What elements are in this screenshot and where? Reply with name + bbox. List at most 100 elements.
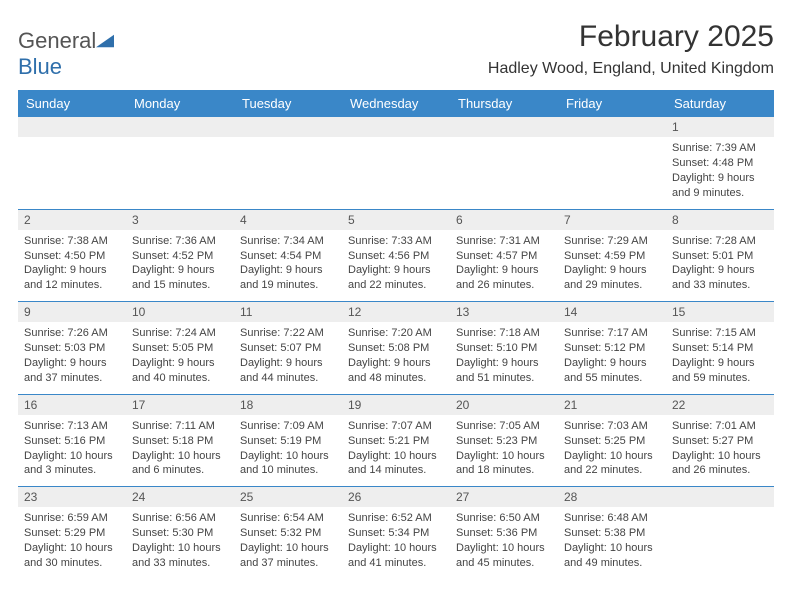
daylight-text: Daylight: 9 hours and 37 minutes. — [24, 356, 120, 386]
day-number: 27 — [450, 487, 558, 508]
sunrise-text: Sunrise: 7:11 AM — [132, 419, 228, 434]
day-number: 5 — [342, 209, 450, 230]
sunset-text: Sunset: 5:14 PM — [672, 341, 768, 356]
daylight-text: Daylight: 9 hours and 29 minutes. — [564, 263, 660, 293]
day-number: 26 — [342, 487, 450, 508]
day-number: 7 — [558, 209, 666, 230]
day-cell: Sunrise: 6:50 AMSunset: 5:36 PMDaylight:… — [450, 507, 558, 578]
sunset-text: Sunset: 5:01 PM — [672, 249, 768, 264]
logo: General Blue — [18, 20, 114, 80]
day-cell — [666, 507, 774, 578]
day-cell: Sunrise: 6:54 AMSunset: 5:32 PMDaylight:… — [234, 507, 342, 578]
sunset-text: Sunset: 5:38 PM — [564, 526, 660, 541]
daynum-row: 1 — [18, 117, 774, 137]
sunrise-text: Sunrise: 6:54 AM — [240, 511, 336, 526]
day-info-row: Sunrise: 7:26 AMSunset: 5:03 PMDaylight:… — [18, 322, 774, 394]
daylight-text: Daylight: 9 hours and 26 minutes. — [456, 263, 552, 293]
sunset-text: Sunset: 5:10 PM — [456, 341, 552, 356]
sunrise-text: Sunrise: 6:59 AM — [24, 511, 120, 526]
daylight-text: Daylight: 9 hours and 51 minutes. — [456, 356, 552, 386]
location-text: Hadley Wood, England, United Kingdom — [488, 60, 774, 78]
day-number — [558, 117, 666, 137]
sunset-text: Sunset: 4:48 PM — [672, 156, 768, 171]
day-cell — [234, 137, 342, 209]
day-number: 20 — [450, 394, 558, 415]
daylight-text: Daylight: 10 hours and 37 minutes. — [240, 541, 336, 571]
sunset-text: Sunset: 5:19 PM — [240, 434, 336, 449]
sunset-text: Sunset: 5:16 PM — [24, 434, 120, 449]
sunset-text: Sunset: 5:34 PM — [348, 526, 444, 541]
day-cell: Sunrise: 7:39 AMSunset: 4:48 PMDaylight:… — [666, 137, 774, 209]
day-cell: Sunrise: 7:11 AMSunset: 5:18 PMDaylight:… — [126, 415, 234, 487]
day-cell: Sunrise: 6:52 AMSunset: 5:34 PMDaylight:… — [342, 507, 450, 578]
day-number: 21 — [558, 394, 666, 415]
weekday-header: Friday — [558, 90, 666, 117]
sunrise-text: Sunrise: 7:20 AM — [348, 326, 444, 341]
day-number: 11 — [234, 302, 342, 323]
day-cell: Sunrise: 7:18 AMSunset: 5:10 PMDaylight:… — [450, 322, 558, 394]
day-number: 24 — [126, 487, 234, 508]
sunrise-text: Sunrise: 7:01 AM — [672, 419, 768, 434]
sunset-text: Sunset: 5:25 PM — [564, 434, 660, 449]
sunrise-text: Sunrise: 7:33 AM — [348, 234, 444, 249]
day-number: 15 — [666, 302, 774, 323]
day-number: 13 — [450, 302, 558, 323]
sunrise-text: Sunrise: 7:36 AM — [132, 234, 228, 249]
daylight-text: Daylight: 10 hours and 14 minutes. — [348, 449, 444, 479]
sunrise-text: Sunrise: 7:24 AM — [132, 326, 228, 341]
sunrise-text: Sunrise: 7:38 AM — [24, 234, 120, 249]
sunset-text: Sunset: 5:03 PM — [24, 341, 120, 356]
day-number: 3 — [126, 209, 234, 230]
weekday-header: Wednesday — [342, 90, 450, 117]
day-number: 9 — [18, 302, 126, 323]
sunrise-text: Sunrise: 7:34 AM — [240, 234, 336, 249]
sunrise-text: Sunrise: 7:28 AM — [672, 234, 768, 249]
day-cell: Sunrise: 7:13 AMSunset: 5:16 PMDaylight:… — [18, 415, 126, 487]
daylight-text: Daylight: 9 hours and 15 minutes. — [132, 263, 228, 293]
day-cell: Sunrise: 7:33 AMSunset: 4:56 PMDaylight:… — [342, 230, 450, 302]
day-number: 17 — [126, 394, 234, 415]
day-cell: Sunrise: 6:59 AMSunset: 5:29 PMDaylight:… — [18, 507, 126, 578]
sunrise-text: Sunrise: 7:09 AM — [240, 419, 336, 434]
sunrise-text: Sunrise: 7:31 AM — [456, 234, 552, 249]
sunrise-text: Sunrise: 7:29 AM — [564, 234, 660, 249]
day-cell: Sunrise: 7:34 AMSunset: 4:54 PMDaylight:… — [234, 230, 342, 302]
logo-text: General Blue — [18, 28, 114, 80]
sunrise-text: Sunrise: 6:56 AM — [132, 511, 228, 526]
daylight-text: Daylight: 10 hours and 10 minutes. — [240, 449, 336, 479]
sunset-text: Sunset: 4:54 PM — [240, 249, 336, 264]
day-number: 22 — [666, 394, 774, 415]
day-cell: Sunrise: 7:20 AMSunset: 5:08 PMDaylight:… — [342, 322, 450, 394]
sunrise-text: Sunrise: 7:03 AM — [564, 419, 660, 434]
day-number: 19 — [342, 394, 450, 415]
day-number: 12 — [342, 302, 450, 323]
day-number — [666, 487, 774, 508]
daylight-text: Daylight: 10 hours and 33 minutes. — [132, 541, 228, 571]
sunset-text: Sunset: 4:52 PM — [132, 249, 228, 264]
day-cell: Sunrise: 7:03 AMSunset: 5:25 PMDaylight:… — [558, 415, 666, 487]
day-cell: Sunrise: 7:17 AMSunset: 5:12 PMDaylight:… — [558, 322, 666, 394]
sunrise-text: Sunrise: 7:39 AM — [672, 141, 768, 156]
daylight-text: Daylight: 10 hours and 22 minutes. — [564, 449, 660, 479]
sunset-text: Sunset: 4:59 PM — [564, 249, 660, 264]
day-cell: Sunrise: 7:05 AMSunset: 5:23 PMDaylight:… — [450, 415, 558, 487]
day-cell: Sunrise: 7:09 AMSunset: 5:19 PMDaylight:… — [234, 415, 342, 487]
sunrise-text: Sunrise: 7:07 AM — [348, 419, 444, 434]
daylight-text: Daylight: 9 hours and 59 minutes. — [672, 356, 768, 386]
weekday-header-row: Sunday Monday Tuesday Wednesday Thursday… — [18, 90, 774, 117]
weekday-header: Thursday — [450, 90, 558, 117]
daylight-text: Daylight: 10 hours and 30 minutes. — [24, 541, 120, 571]
daylight-text: Daylight: 10 hours and 41 minutes. — [348, 541, 444, 571]
sunset-text: Sunset: 4:56 PM — [348, 249, 444, 264]
weekday-header: Monday — [126, 90, 234, 117]
day-cell: Sunrise: 7:24 AMSunset: 5:05 PMDaylight:… — [126, 322, 234, 394]
day-cell: Sunrise: 7:01 AMSunset: 5:27 PMDaylight:… — [666, 415, 774, 487]
daynum-row: 232425262728 — [18, 487, 774, 508]
day-cell: Sunrise: 7:26 AMSunset: 5:03 PMDaylight:… — [18, 322, 126, 394]
day-cell — [126, 137, 234, 209]
title-block: February 2025 Hadley Wood, England, Unit… — [488, 20, 774, 78]
day-cell: Sunrise: 6:56 AMSunset: 5:30 PMDaylight:… — [126, 507, 234, 578]
sunset-text: Sunset: 5:27 PM — [672, 434, 768, 449]
day-cell: Sunrise: 7:38 AMSunset: 4:50 PMDaylight:… — [18, 230, 126, 302]
day-cell: Sunrise: 6:48 AMSunset: 5:38 PMDaylight:… — [558, 507, 666, 578]
